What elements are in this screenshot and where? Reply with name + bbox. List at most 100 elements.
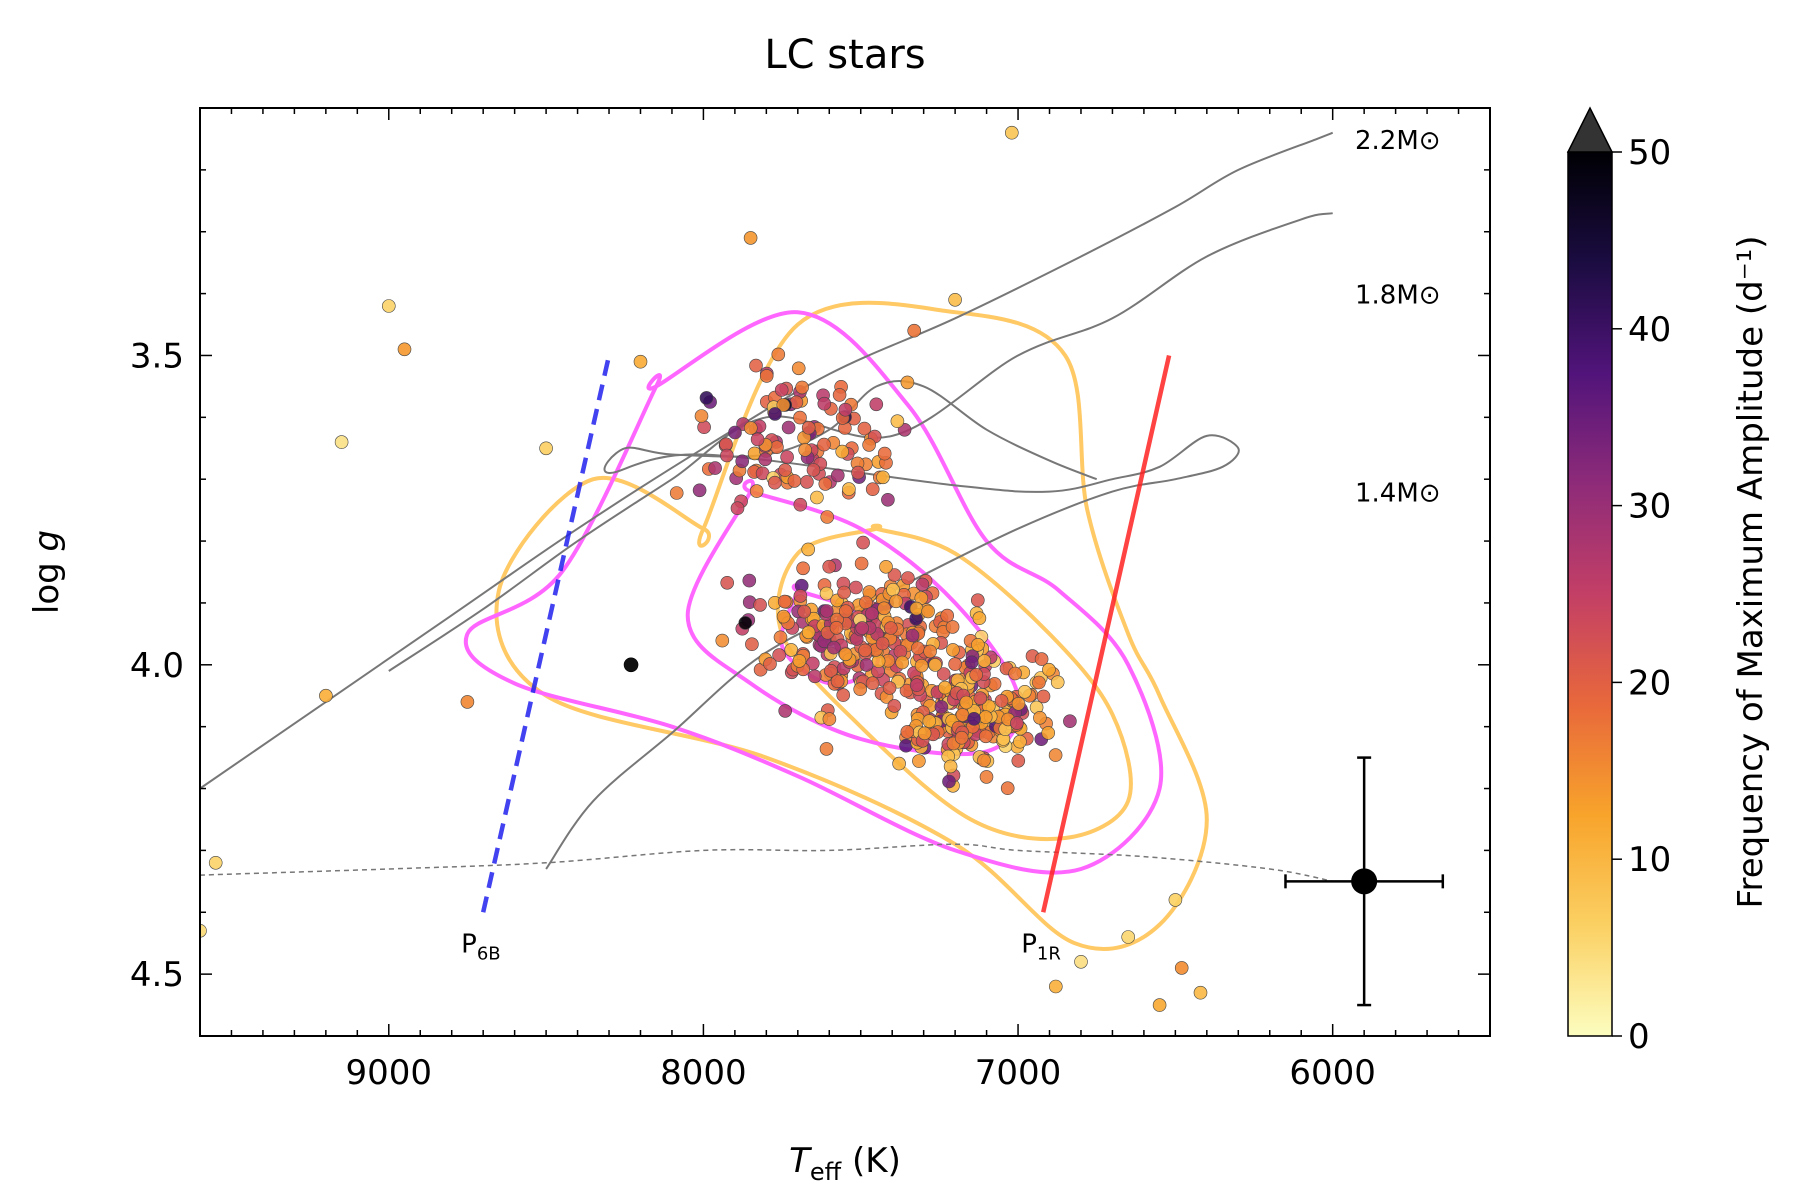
- star-point: [735, 454, 750, 469]
- star-point: [971, 637, 985, 652]
- star-point: [886, 582, 900, 597]
- star-point: [967, 711, 981, 726]
- x-tick-label: 6000: [1289, 1053, 1376, 1093]
- star-point: [787, 474, 802, 488]
- star-point: [875, 636, 890, 651]
- star-point: [917, 726, 932, 741]
- star-point: [770, 440, 784, 455]
- star-point: [720, 575, 735, 590]
- star-point: [694, 409, 709, 423]
- star-point: [789, 395, 804, 410]
- star-point: [887, 699, 902, 713]
- star-point: [835, 444, 850, 459]
- star-point: [865, 676, 880, 691]
- star-point: [877, 446, 892, 461]
- star-point: [915, 577, 930, 592]
- star-point: [923, 644, 937, 659]
- star-point: [910, 641, 925, 656]
- star-point: [1033, 710, 1047, 725]
- star-point: [778, 704, 793, 718]
- colorbar-tick-label: 50: [1628, 133, 1671, 173]
- star-point: [1048, 748, 1063, 762]
- star-point: [892, 756, 906, 771]
- star-point: [838, 604, 853, 619]
- star-point: [771, 347, 786, 362]
- star-point: [955, 708, 970, 722]
- star-point: [1036, 689, 1051, 704]
- star-point: [720, 448, 734, 463]
- star-point: [879, 559, 893, 574]
- star-point: [793, 589, 808, 603]
- star-point: [759, 369, 774, 383]
- star-point: [801, 542, 816, 557]
- star-point: [853, 682, 868, 697]
- star-point: [994, 694, 1009, 708]
- contour-magnetic-outer: [463, 310, 1164, 875]
- plot-frame: [199, 107, 1491, 1037]
- star-point: [772, 648, 786, 662]
- star-point: [818, 477, 833, 491]
- star-point: [972, 611, 987, 626]
- colorbar-gradient: [1567, 151, 1613, 1037]
- star-point: [1000, 781, 1015, 796]
- star-point: [830, 468, 845, 483]
- star-point: [856, 535, 870, 550]
- star-point: [855, 621, 870, 635]
- star-point: [905, 628, 920, 643]
- star-point: [865, 482, 880, 497]
- y-tick-label: 4.5: [130, 955, 184, 995]
- star-point: [633, 354, 648, 369]
- star-point: [708, 461, 722, 475]
- star-point: [801, 420, 816, 435]
- star-point: [669, 486, 684, 500]
- star-point: [819, 586, 834, 601]
- star-point: [895, 655, 910, 670]
- colorbar-label: Frequency of Maximum Amplitude (d⁻¹): [1731, 235, 1771, 908]
- star-point: [1168, 893, 1183, 907]
- star-point: [969, 667, 984, 682]
- contour-density-mid: [775, 523, 1133, 842]
- star-point: [836, 688, 851, 702]
- star-point: [1041, 726, 1055, 740]
- star-point: [750, 432, 765, 447]
- star-point: [792, 654, 807, 668]
- track-label-1: 2.2M⊙: [1355, 126, 1441, 156]
- star-point: [822, 712, 837, 726]
- star-point: [738, 616, 753, 630]
- star-point: [964, 655, 979, 670]
- star-point: [807, 669, 822, 684]
- star-point: [758, 452, 773, 467]
- star-point: [890, 414, 905, 429]
- star-point: [1050, 675, 1065, 690]
- star-point: [742, 573, 757, 588]
- star-point: [730, 501, 745, 516]
- star-point: [806, 463, 821, 477]
- star-point: [334, 435, 349, 449]
- star-point: [780, 450, 794, 464]
- chart-title: LC stars: [764, 32, 925, 78]
- star-point: [865, 606, 879, 621]
- star-point: [796, 561, 810, 576]
- star-point: [934, 700, 949, 714]
- star-point: [978, 710, 993, 724]
- star-point: [942, 774, 956, 789]
- strip-label-1R: P1R: [1021, 929, 1061, 964]
- star-point: [820, 510, 835, 524]
- star-point: [854, 556, 869, 571]
- evolutionary-track-1: [200, 131, 1334, 790]
- star-point: [773, 630, 788, 645]
- contour-density-outer: [494, 300, 1209, 951]
- star-point: [822, 559, 837, 574]
- star-point: [781, 420, 796, 435]
- star-point: [954, 730, 969, 745]
- star-point: [887, 568, 902, 582]
- star-point: [743, 421, 758, 435]
- x-axis-label: Teff (K): [789, 1141, 901, 1186]
- star-point: [763, 657, 777, 671]
- star-point: [859, 658, 874, 672]
- star-point: [768, 407, 782, 421]
- star-point: [959, 695, 974, 710]
- star-point: [1032, 675, 1046, 690]
- x-tick-label: 7000: [975, 1053, 1062, 1093]
